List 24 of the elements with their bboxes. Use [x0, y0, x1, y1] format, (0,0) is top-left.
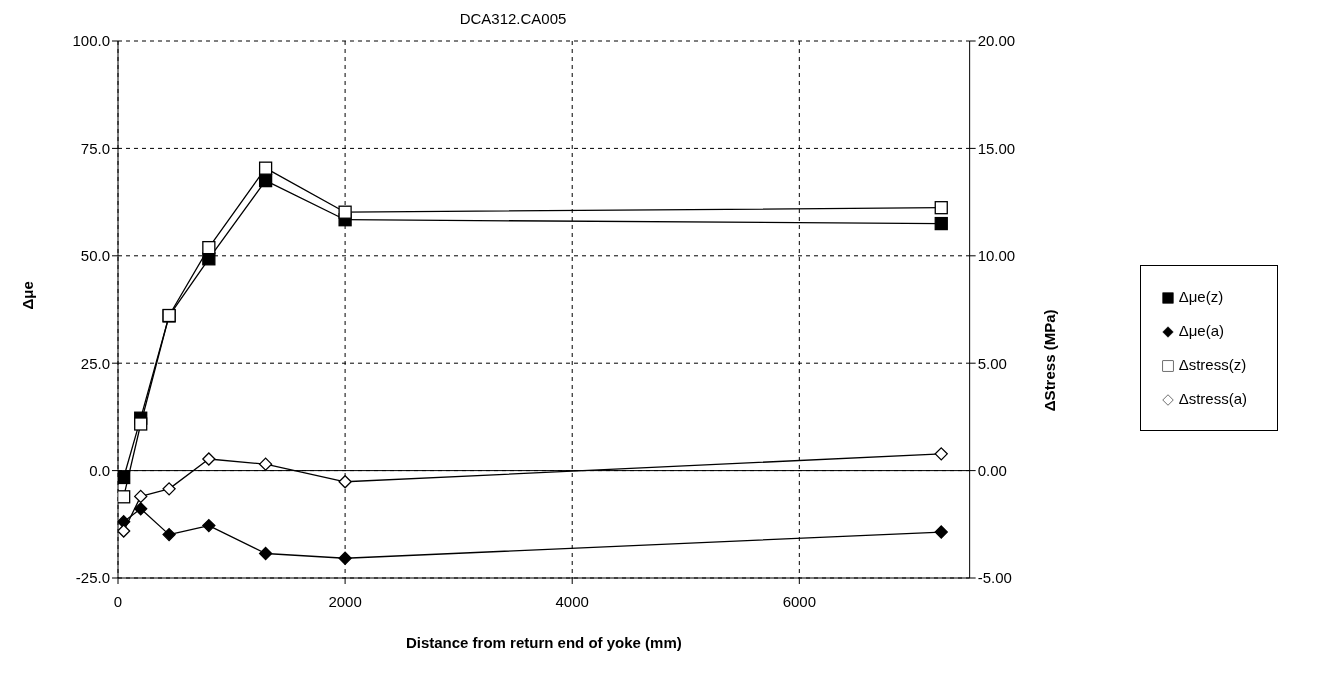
x-tick-label: 6000	[782, 592, 816, 610]
x-tick-label: 0	[113, 592, 123, 610]
y-tick-label: 25.0	[80, 354, 110, 372]
y-tick-label: 100.0	[72, 32, 110, 50]
y2-axis-title: ΔStress (MPa)	[1040, 309, 1058, 412]
x-tick-label: 4000	[555, 592, 589, 610]
legend-label: Δstress(a)	[1178, 390, 1247, 407]
legend-label: Δstress(z)	[1178, 356, 1247, 373]
chart-title: DCA312.CA005	[458, 10, 568, 27]
y2-tick-label: 0.00	[977, 461, 1007, 479]
y2-tick-label: 5.00	[977, 354, 1007, 372]
y-tick-label: 0.0	[89, 461, 110, 479]
y-axis-title: Δμe	[19, 281, 37, 310]
y2-tick-label: 10.00	[977, 247, 1016, 265]
y2-tick-label: 15.00	[977, 139, 1016, 157]
y-tick-label: 75.0	[80, 139, 110, 157]
y2-tick-label: 20.00	[977, 32, 1016, 50]
x-tick-label: 2000	[328, 592, 362, 610]
legend-label: Δμe(a)	[1178, 322, 1224, 339]
legend-label: Δμe(z)	[1178, 288, 1224, 305]
y-tick-label: -25.0	[75, 569, 110, 587]
y2-tick-label: -5.00	[977, 569, 1012, 587]
x-axis-title: Distance from return end of yoke (mm)	[405, 634, 682, 651]
y-tick-label: 50.0	[80, 247, 110, 265]
